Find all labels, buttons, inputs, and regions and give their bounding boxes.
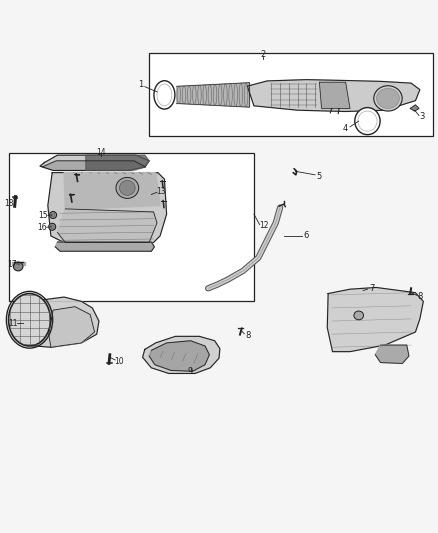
Ellipse shape [116,177,139,198]
Polygon shape [57,209,157,243]
Ellipse shape [49,212,57,219]
Polygon shape [49,306,95,348]
Text: 6: 6 [304,231,309,240]
Text: 8: 8 [245,330,251,340]
Text: 1: 1 [138,80,143,90]
Polygon shape [247,79,420,111]
Polygon shape [64,173,160,210]
Polygon shape [327,287,424,352]
Polygon shape [55,242,154,251]
Ellipse shape [154,80,175,109]
Text: 8: 8 [417,292,423,301]
Polygon shape [18,297,99,348]
Text: 12: 12 [259,221,269,230]
Ellipse shape [13,262,23,271]
Text: 11: 11 [8,319,18,328]
Polygon shape [375,345,409,364]
Text: 5: 5 [317,172,322,181]
Text: 18: 18 [4,199,13,208]
Polygon shape [48,173,166,243]
Text: 2: 2 [260,50,265,59]
Ellipse shape [355,108,380,135]
Text: 7: 7 [369,284,374,293]
Text: 4: 4 [343,124,348,133]
Text: 3: 3 [419,112,425,121]
Ellipse shape [9,294,50,346]
Polygon shape [149,341,209,372]
Text: 14: 14 [96,148,106,157]
Polygon shape [42,161,146,171]
Ellipse shape [120,181,135,195]
Ellipse shape [354,311,364,320]
Polygon shape [40,155,149,171]
Text: 15: 15 [39,211,48,220]
Ellipse shape [51,213,55,217]
Ellipse shape [50,225,54,229]
Polygon shape [143,336,220,374]
Polygon shape [177,83,250,107]
Polygon shape [319,82,350,108]
Text: 9: 9 [188,367,193,376]
Text: 16: 16 [37,223,47,232]
Text: 13: 13 [156,187,166,196]
Bar [149,53,433,135]
Polygon shape [86,155,149,171]
Polygon shape [12,262,25,265]
Text: 17: 17 [7,260,17,269]
Polygon shape [410,105,419,111]
Ellipse shape [377,88,399,108]
Ellipse shape [49,223,56,230]
Bar [10,153,254,302]
Text: 10: 10 [115,357,124,366]
Ellipse shape [374,86,402,111]
